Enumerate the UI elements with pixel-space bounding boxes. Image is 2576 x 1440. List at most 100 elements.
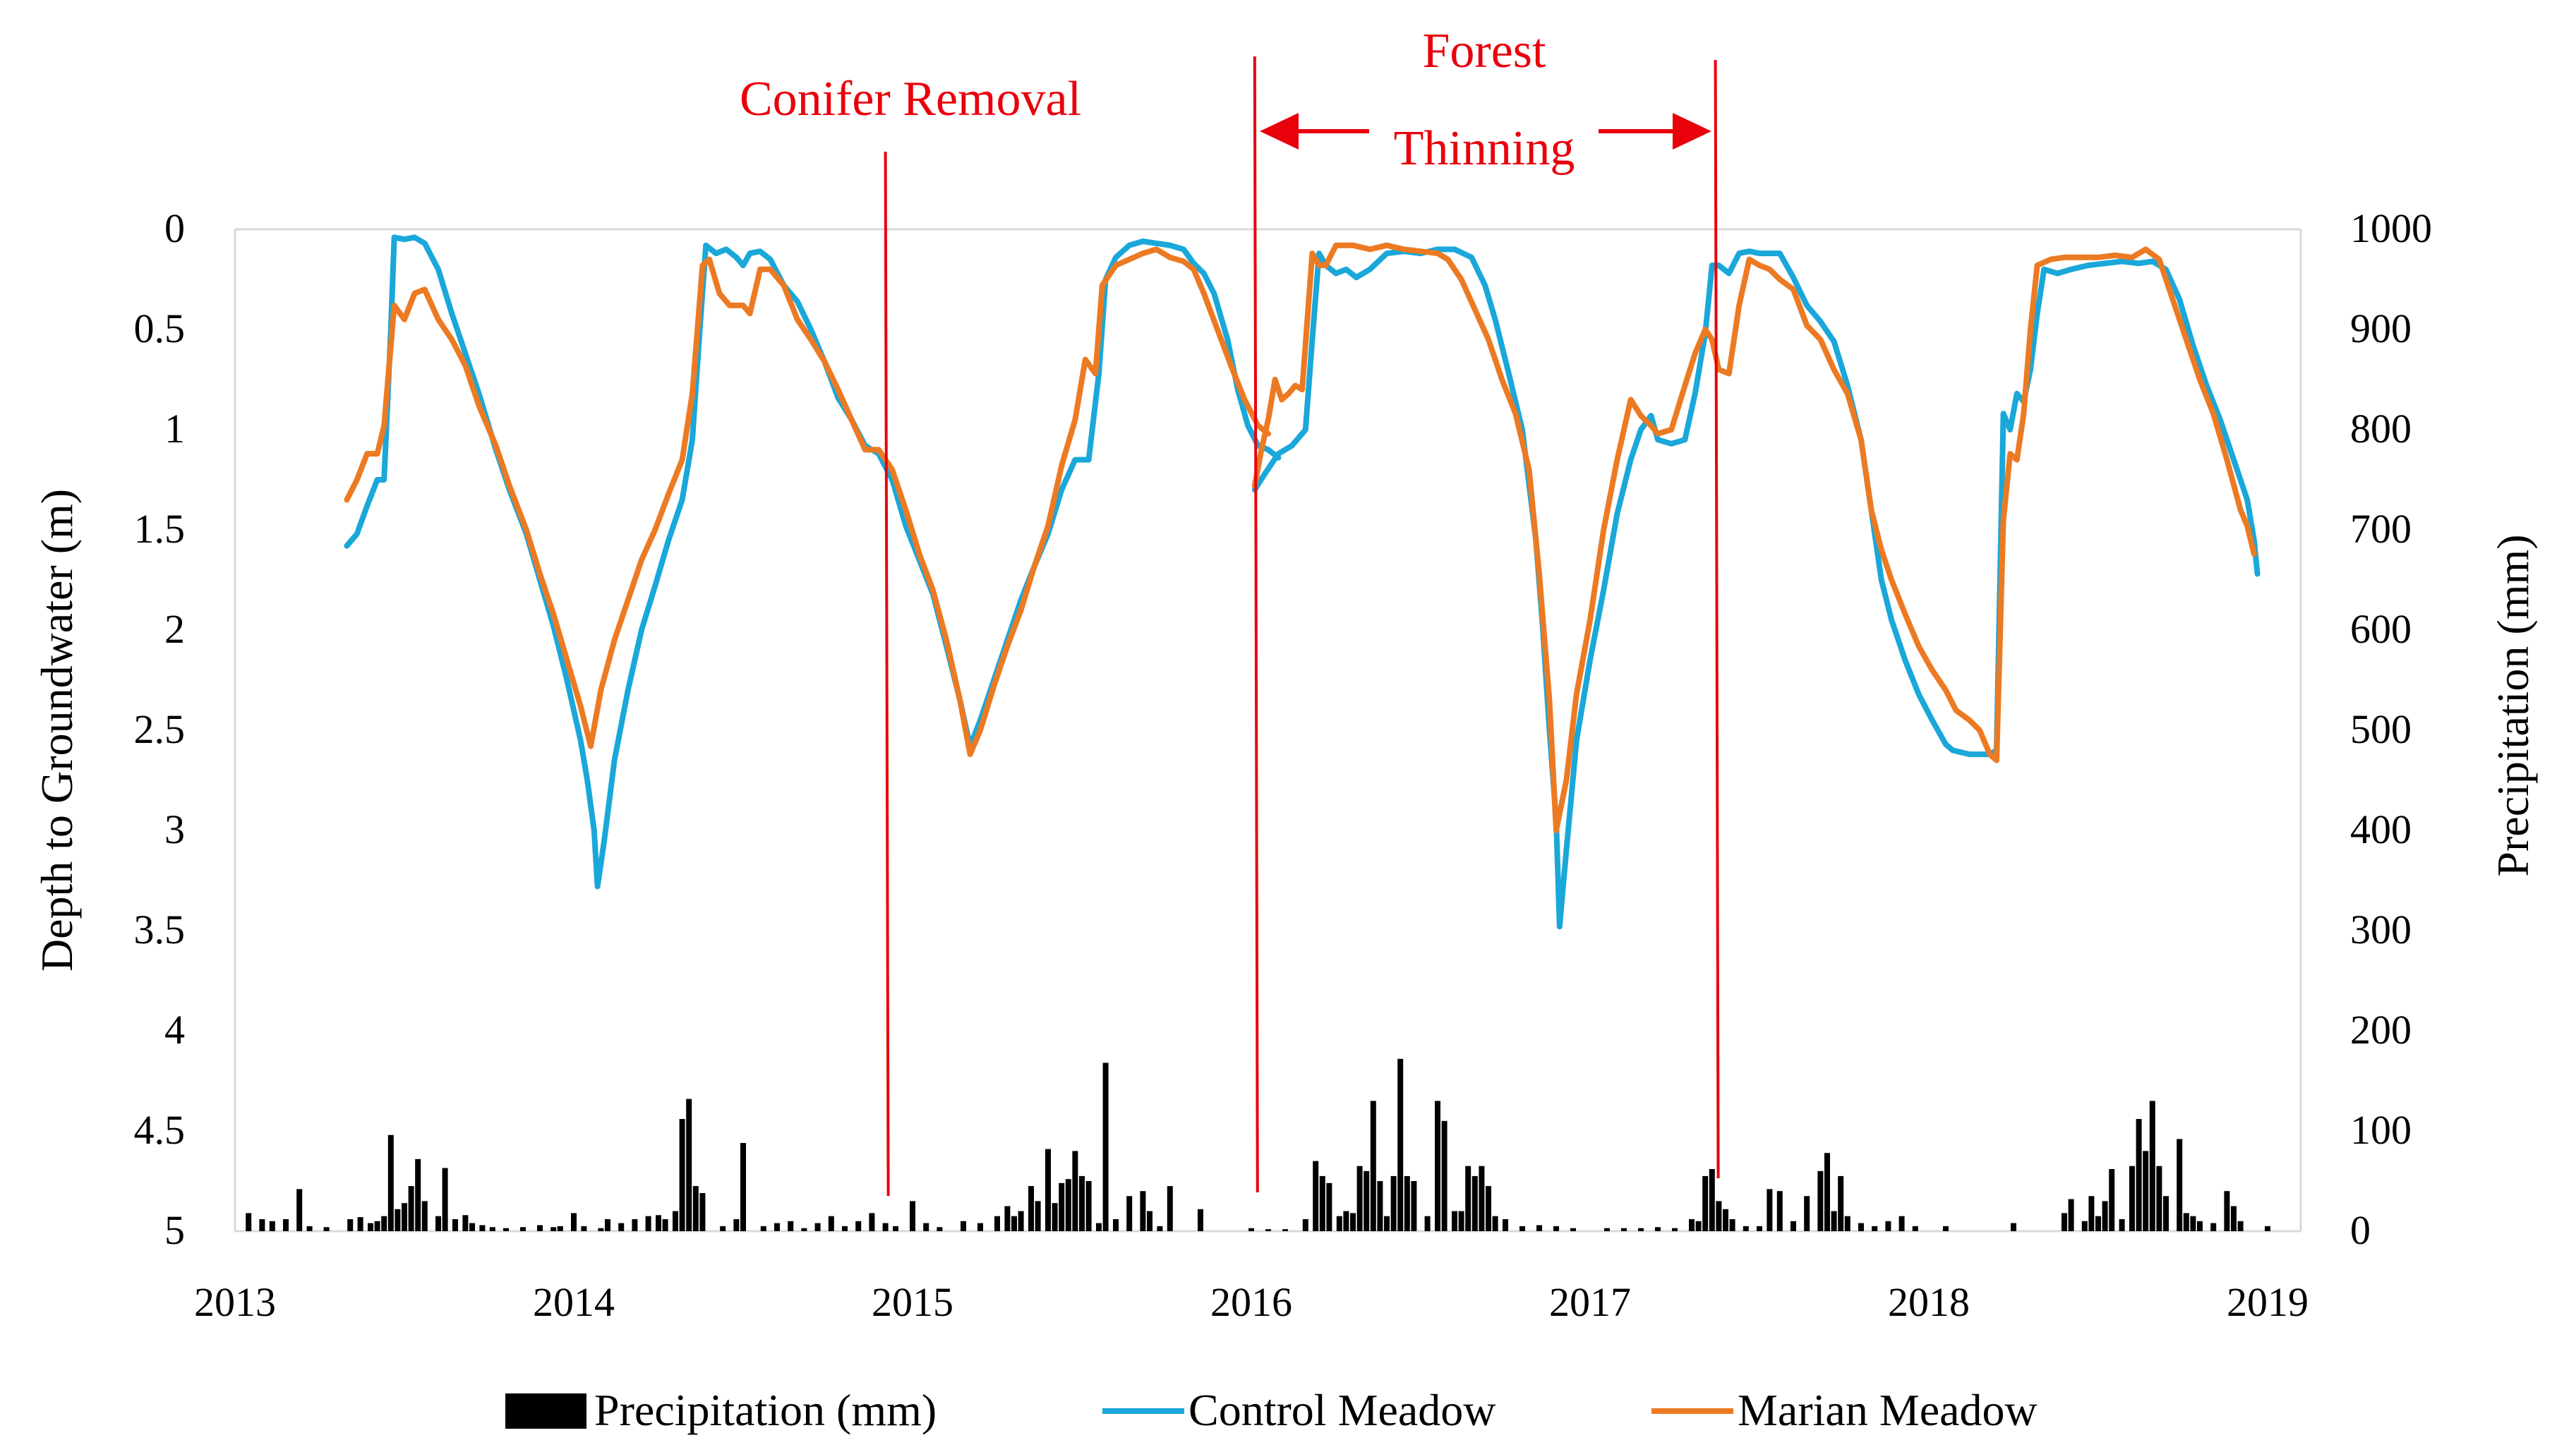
precip-bar: [1486, 1186, 1491, 1231]
precip-bar: [395, 1209, 401, 1231]
precip-bar: [1441, 1120, 1448, 1231]
precip-bar: [1536, 1225, 1542, 1231]
precip-bar: [1898, 1216, 1905, 1231]
precip-bar: [1716, 1201, 1722, 1231]
precip-bar: [1872, 1226, 1878, 1231]
precip-bar: [1147, 1211, 1152, 1231]
precip-bar: [415, 1158, 421, 1231]
marian-meadow-line: [344, 246, 1271, 758]
precip-bar: [1072, 1151, 1078, 1231]
left-y-tick: 2: [164, 606, 185, 652]
precip-bar: [605, 1219, 610, 1231]
precip-bar: [2177, 1139, 2183, 1231]
precip-bar: [1743, 1226, 1749, 1231]
precip-bar: [801, 1228, 807, 1231]
precip-bar: [679, 1119, 685, 1231]
precipitation-bars: [246, 1058, 2270, 1231]
precip-bar: [1570, 1228, 1576, 1231]
precip-bar: [961, 1221, 966, 1231]
precip-bar: [1776, 1191, 1783, 1231]
precip-bar: [1912, 1226, 1918, 1231]
precip-bar: [1059, 1182, 1065, 1231]
precip-bar: [1102, 1063, 1109, 1231]
precip-bar: [2011, 1223, 2016, 1231]
precip-bar: [2237, 1221, 2244, 1231]
precip-bar: [1126, 1196, 1133, 1231]
precip-bar: [246, 1213, 252, 1231]
precip-bar: [374, 1221, 380, 1231]
precip-bar: [2156, 1166, 2162, 1231]
precip-bar: [402, 1203, 407, 1231]
precip-bar: [1356, 1166, 1363, 1231]
x-tick: 2016: [1210, 1279, 1292, 1325]
precip-bar: [1390, 1175, 1397, 1231]
precip-bar: [1723, 1209, 1728, 1231]
precip-bar: [381, 1216, 387, 1231]
precip-bar: [1729, 1219, 1735, 1231]
precip-bar: [1065, 1179, 1071, 1231]
precip-bar: [452, 1219, 458, 1231]
precip-bar: [1824, 1153, 1830, 1231]
precip-bar: [1411, 1181, 1417, 1231]
control-meadow-line: [1251, 246, 2261, 930]
right-y-tick: 500: [2350, 706, 2412, 752]
precip-bar: [1817, 1170, 1824, 1231]
right-y-tick: 900: [2350, 305, 2412, 351]
precip-bar: [1377, 1181, 1383, 1231]
precip-bar: [1326, 1182, 1332, 1231]
precip-bar: [686, 1099, 692, 1231]
x-tick: 2017: [1549, 1279, 1631, 1325]
precip-bar: [923, 1223, 929, 1231]
precip-bar: [1028, 1186, 1034, 1231]
precip-bar: [699, 1193, 706, 1231]
precip-bar: [1113, 1219, 1119, 1231]
precip-bar: [581, 1226, 587, 1231]
annotation-lines: [884, 56, 1720, 1197]
precip-bar: [1045, 1149, 1051, 1231]
left-y-tick: 5: [164, 1207, 185, 1253]
precip-bar: [1424, 1216, 1431, 1231]
precip-bar: [323, 1227, 330, 1231]
precip-bar: [1302, 1219, 1308, 1231]
left-y-tick: 3.5: [134, 907, 186, 952]
marian-meadow-line: [1251, 242, 2257, 833]
precip-bar: [571, 1213, 577, 1231]
right-y-tick: 300: [2350, 907, 2412, 952]
precip-bar: [1471, 1175, 1478, 1231]
x-tick: 2019: [2227, 1279, 2309, 1325]
precip-bar: [520, 1227, 526, 1231]
precip-bar: [893, 1226, 898, 1231]
left-y-axis-title: Depth to Groundwater (m): [32, 489, 82, 972]
precip-bar: [1157, 1226, 1163, 1231]
precip-bar: [774, 1223, 780, 1231]
precip-bar: [1655, 1227, 1661, 1231]
precip-bar: [479, 1225, 486, 1231]
precip-bar: [1553, 1226, 1559, 1231]
precip-bar: [2109, 1169, 2115, 1231]
legend: Precipitation (mm) Control Meadow Marian…: [505, 1385, 2038, 1435]
precip-bar: [387, 1135, 394, 1231]
precip-bar: [1458, 1211, 1464, 1231]
right-y-axis-title: Precipitation (mm): [2488, 534, 2538, 876]
right-y-tick: 100: [2350, 1107, 2412, 1153]
precip-bar: [2143, 1151, 2149, 1231]
right-y-tick: 0: [2350, 1207, 2371, 1253]
annotation-vertical-line: [1714, 59, 1720, 1179]
precip-bar: [1621, 1228, 1627, 1231]
precip-bar: [720, 1226, 726, 1231]
right-y-tick: 800: [2350, 406, 2412, 452]
precip-bar: [1943, 1226, 1949, 1231]
precip-bar: [2231, 1206, 2237, 1231]
precip-bar: [1831, 1211, 1837, 1231]
precip-bar: [269, 1221, 275, 1231]
precip-bar: [1790, 1221, 1796, 1231]
precip-bar: [977, 1223, 983, 1231]
precip-bar: [1638, 1228, 1644, 1231]
precip-bar: [462, 1215, 469, 1231]
precip-bar: [882, 1223, 889, 1231]
precip-bar: [1709, 1169, 1715, 1231]
precip-bar: [1838, 1175, 1844, 1231]
precip-bar: [645, 1216, 651, 1231]
legend-marian-label: Marian Meadow: [1738, 1385, 2038, 1435]
